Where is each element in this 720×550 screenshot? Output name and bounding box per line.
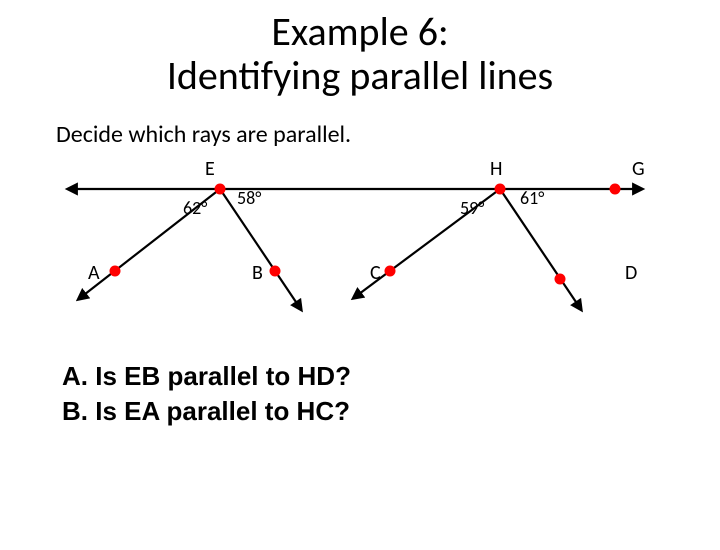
title-line-2: Identifying parallel lines: [167, 51, 553, 100]
label-d: D: [625, 261, 637, 285]
slide-title: Example 6: Identifying parallel lines: [0, 10, 720, 98]
angle-58: 58°: [237, 187, 261, 209]
label-g: G: [632, 157, 645, 181]
angle-62: 62°: [183, 197, 207, 219]
angle-59: 59°: [460, 197, 484, 219]
title-line-1: Example 6:: [271, 7, 448, 56]
point-b: [270, 266, 281, 277]
angle-61: 61°: [520, 187, 544, 209]
point-e: [215, 184, 226, 195]
rays-diagram: E H G A B C D 62° 58° 59° 61°: [0, 149, 720, 329]
label-e: E: [205, 157, 215, 181]
point-g: [610, 184, 621, 195]
question-a: A. Is EB parallel to HD?: [62, 359, 720, 394]
point-a: [110, 266, 121, 277]
label-b: B: [252, 261, 263, 285]
label-h: H: [490, 157, 502, 181]
point-c: [385, 266, 396, 277]
questions-block: A. Is EB parallel to HD? B. Is EA parall…: [62, 359, 720, 429]
label-c: C: [370, 261, 381, 285]
instruction-text: Decide which rays are parallel.: [56, 120, 720, 149]
diagram-svg: [0, 149, 720, 329]
question-b: B. Is EA parallel to HC?: [62, 394, 720, 429]
point-h: [495, 184, 506, 195]
label-a: A: [88, 261, 100, 285]
point-d: [555, 274, 566, 285]
